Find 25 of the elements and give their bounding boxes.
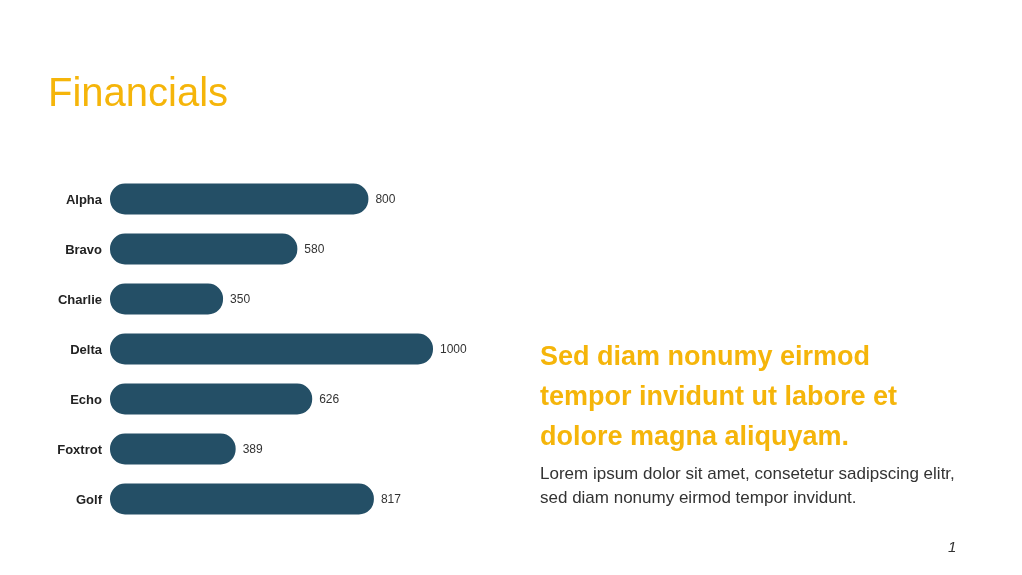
y-tick-label: Foxtrot	[57, 441, 103, 457]
y-tick-label: Echo	[70, 391, 103, 407]
y-tick-label: Delta	[70, 341, 103, 357]
y-tick-label: Bravo	[65, 241, 103, 257]
chart-title: Financials	[48, 70, 229, 115]
data-label: 389	[242, 442, 263, 457]
data-label: 350	[230, 292, 251, 307]
bar	[110, 233, 298, 265]
y-tick-label: Charlie	[57, 291, 102, 307]
y-tick-label: Alpha	[65, 191, 103, 207]
data-label: 817	[380, 492, 402, 507]
data-label: 580	[304, 242, 325, 257]
bar	[110, 183, 369, 215]
data-label: 626	[319, 392, 340, 407]
bar	[110, 483, 374, 515]
data-label: 800	[375, 192, 396, 207]
bar	[110, 383, 313, 415]
y-tick-label: Golf	[76, 491, 103, 507]
bar	[110, 283, 224, 315]
text: Lorem ipsum dolor sit amet, consetetur sadipscing elitr, sed diam nonumy eirmod tempor invidunt.	[540, 463, 956, 509]
bar	[110, 433, 236, 465]
text: 1	[948, 538, 957, 555]
text: Sed diam nonumy eirmod tempor invidunt ut labore et dolore magna aliquyam.	[540, 340, 898, 453]
data-label: 1000	[440, 342, 468, 357]
bar	[110, 333, 433, 365]
